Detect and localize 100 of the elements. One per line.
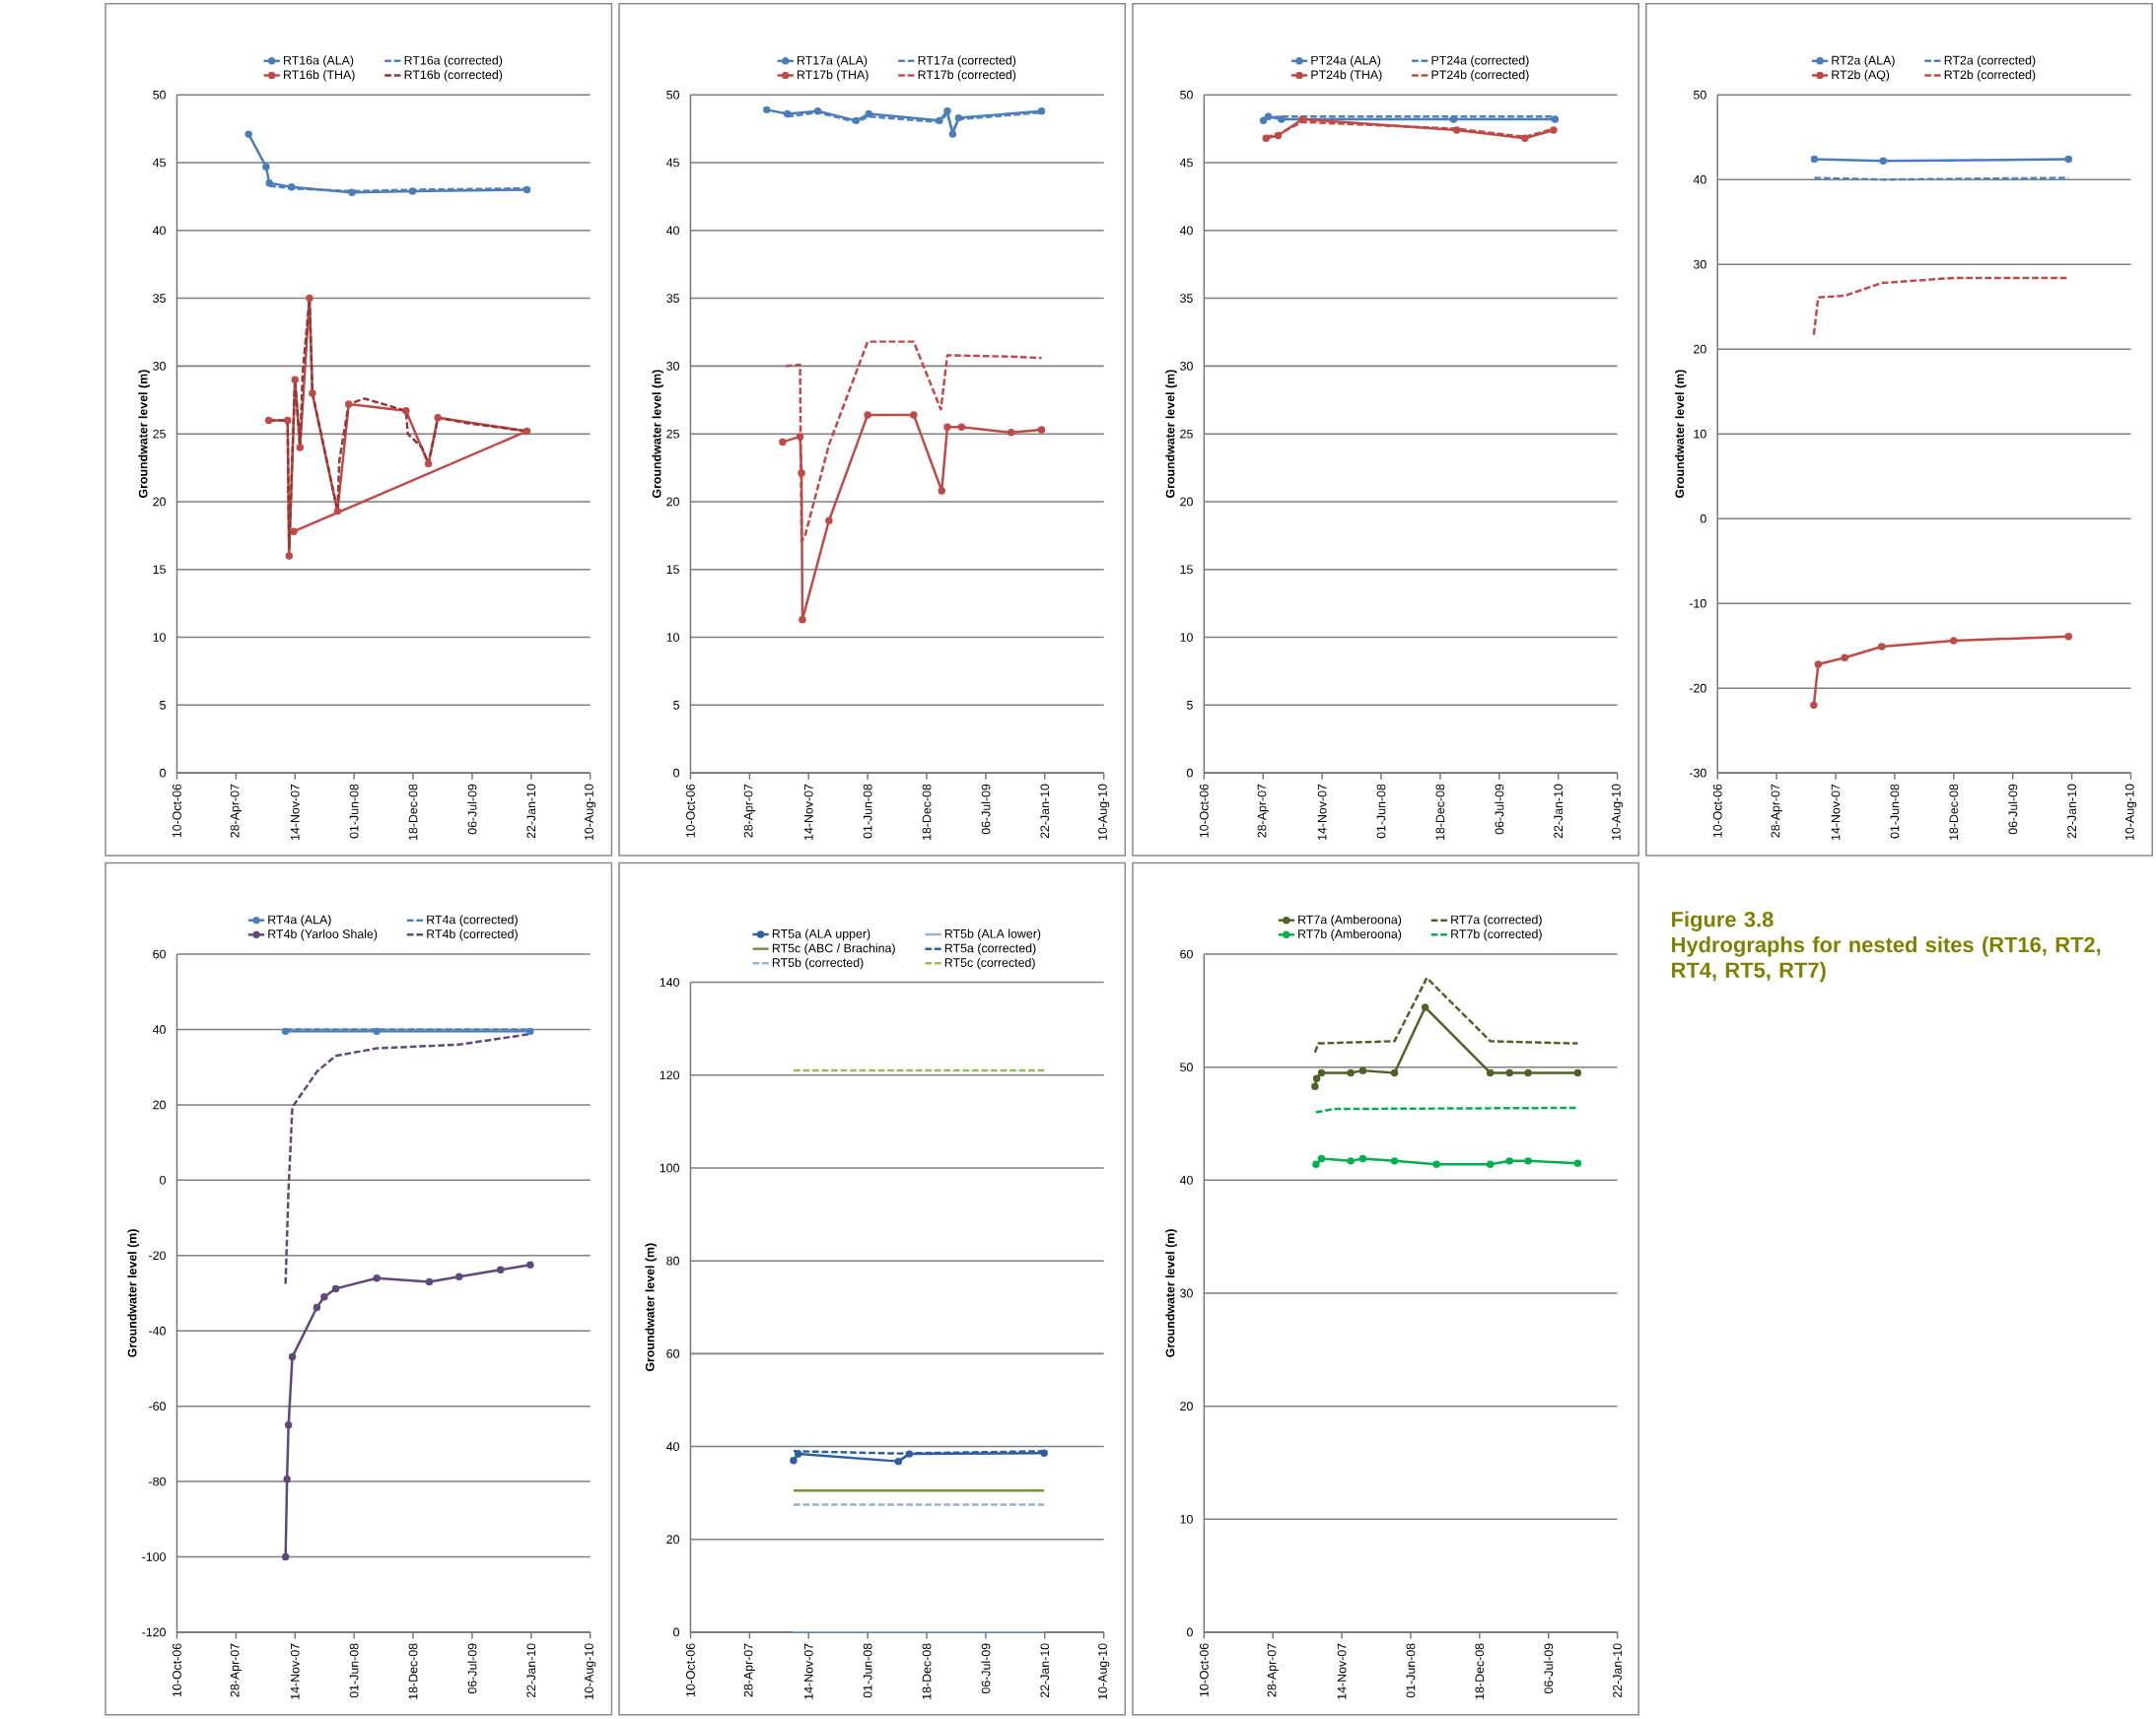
x-tick-label: 10-Aug-10 — [1098, 1643, 1110, 1700]
point — [954, 114, 963, 122]
legend-label: PT24b (THA) — [1311, 70, 1382, 82]
y-tick-label: 80 — [666, 1256, 679, 1266]
x-tick-label: 14-Nov-07 — [803, 784, 813, 841]
legend-label: RT5a (corrected) — [944, 943, 1036, 955]
point — [1841, 653, 1849, 662]
point — [522, 427, 531, 436]
x-tick-label: 01-Jun-08 — [1406, 1643, 1416, 1698]
point — [813, 107, 822, 115]
x-tick-label: 22-Jan-10 — [1613, 1643, 1622, 1698]
point — [938, 487, 946, 495]
point — [296, 444, 305, 451]
x-tick-label: 01-Jun-08 — [1376, 784, 1386, 839]
y-tick-label: 30 — [153, 362, 166, 371]
legend-label: RT17a (ALA) — [798, 55, 868, 68]
point — [496, 1266, 505, 1274]
y-tick-label: -120 — [142, 1627, 166, 1637]
point — [408, 187, 417, 195]
y-tick-label: 15 — [1180, 565, 1193, 575]
y-tick-label: 20 — [153, 1100, 166, 1110]
point — [1524, 1068, 1532, 1077]
legend-label: RT5a (ALA upper) — [772, 928, 870, 941]
y-tick-label: 0 — [160, 768, 166, 778]
y-tick-label: 10 — [1180, 633, 1193, 643]
x-tick-label: 14-Nov-07 — [290, 1643, 300, 1700]
point — [287, 183, 296, 191]
x-tick-label: 06-Jul-09 — [1495, 784, 1504, 835]
point — [1879, 157, 1887, 166]
x-tick-label: 28-Apr-07 — [230, 784, 242, 838]
y-tick-label: 50 — [153, 91, 166, 100]
x-tick-label: 28-Apr-07 — [230, 1643, 242, 1697]
point — [1317, 1068, 1326, 1077]
point — [1524, 1157, 1532, 1165]
point — [779, 438, 787, 447]
y-tick-label: 30 — [1693, 259, 1706, 269]
legend-label: RT17a (corrected) — [918, 55, 1016, 68]
point — [943, 423, 951, 432]
point — [284, 1421, 293, 1429]
point — [434, 414, 442, 422]
point — [373, 1274, 381, 1282]
point — [1432, 1160, 1440, 1169]
x-tick-label: 10-Oct-06 — [1712, 784, 1722, 838]
y-axis-title: Groundwater level (m) — [127, 1229, 139, 1358]
y-tick-label: 20 — [666, 497, 679, 507]
legend-label: RT2a (corrected) — [1944, 55, 2036, 68]
x-tick-label: 10-Aug-10 — [585, 1643, 596, 1700]
point — [943, 107, 951, 115]
x-tick-label: 18-Dec-08 — [1949, 784, 1959, 841]
y-tick-label: 5 — [1186, 701, 1193, 710]
legend-label: RT4b (corrected) — [427, 929, 518, 941]
y-tick-label: 45 — [665, 158, 679, 168]
point — [905, 1450, 914, 1459]
y-tick-label: 10 — [1180, 1515, 1193, 1524]
x-tick-label: 28-Apr-07 — [1257, 784, 1269, 838]
point — [1264, 112, 1273, 121]
point — [1274, 131, 1283, 140]
x-tick-label: 01-Jun-08 — [863, 1643, 872, 1698]
y-tick-label: -60 — [149, 1402, 166, 1411]
point — [910, 411, 918, 419]
legend-label: RT17b (THA) — [798, 70, 869, 82]
y-tick-label: 20 — [1180, 1402, 1193, 1411]
point — [1950, 637, 1958, 645]
point — [2064, 633, 2073, 641]
x-tick-label: 06-Jul-09 — [467, 784, 477, 835]
y-tick-label: 0 — [1700, 514, 1706, 523]
legend-label: PT24a (corrected) — [1431, 55, 1529, 68]
legend-label: RT17b (corrected) — [918, 70, 1016, 82]
y-tick-label: 25 — [1180, 429, 1193, 439]
y-tick-label: 25 — [153, 429, 166, 439]
point — [1810, 156, 1819, 164]
point — [309, 389, 316, 397]
y-tick-label: 120 — [660, 1070, 679, 1080]
point — [1449, 115, 1458, 123]
point — [264, 416, 273, 425]
y-tick-label: 30 — [666, 362, 679, 371]
x-tick-label: 28-Apr-07 — [1267, 1643, 1279, 1697]
y-tick-label: 5 — [673, 701, 679, 710]
point — [1040, 1449, 1048, 1458]
y-tick-label: 25 — [666, 429, 679, 439]
x-tick-label: 10-Oct-06 — [686, 784, 695, 838]
y-axis-title: Groundwater level (m) — [645, 1243, 658, 1372]
x-tick-label: 01-Jun-08 — [349, 784, 359, 839]
point — [522, 186, 531, 194]
x-tick-label: 28-Apr-07 — [743, 1643, 755, 1697]
legend-label: PT24b (corrected) — [1431, 70, 1529, 82]
y-tick-label: 0 — [1186, 768, 1193, 778]
point — [1278, 115, 1286, 123]
y-tick-label: 40 — [1179, 226, 1193, 236]
y-tick-label: -20 — [149, 1251, 166, 1261]
x-tick-label: 06-Jul-09 — [2008, 784, 2018, 835]
point — [526, 1261, 534, 1270]
point — [306, 295, 313, 303]
point — [865, 109, 873, 118]
x-tick-label: 01-Jun-08 — [1890, 784, 1900, 839]
point — [1550, 126, 1558, 134]
legend-label: RT2a (ALA) — [1832, 55, 1895, 68]
point — [894, 1458, 902, 1466]
y-tick-label: 10 — [666, 633, 679, 643]
point — [288, 1353, 297, 1361]
